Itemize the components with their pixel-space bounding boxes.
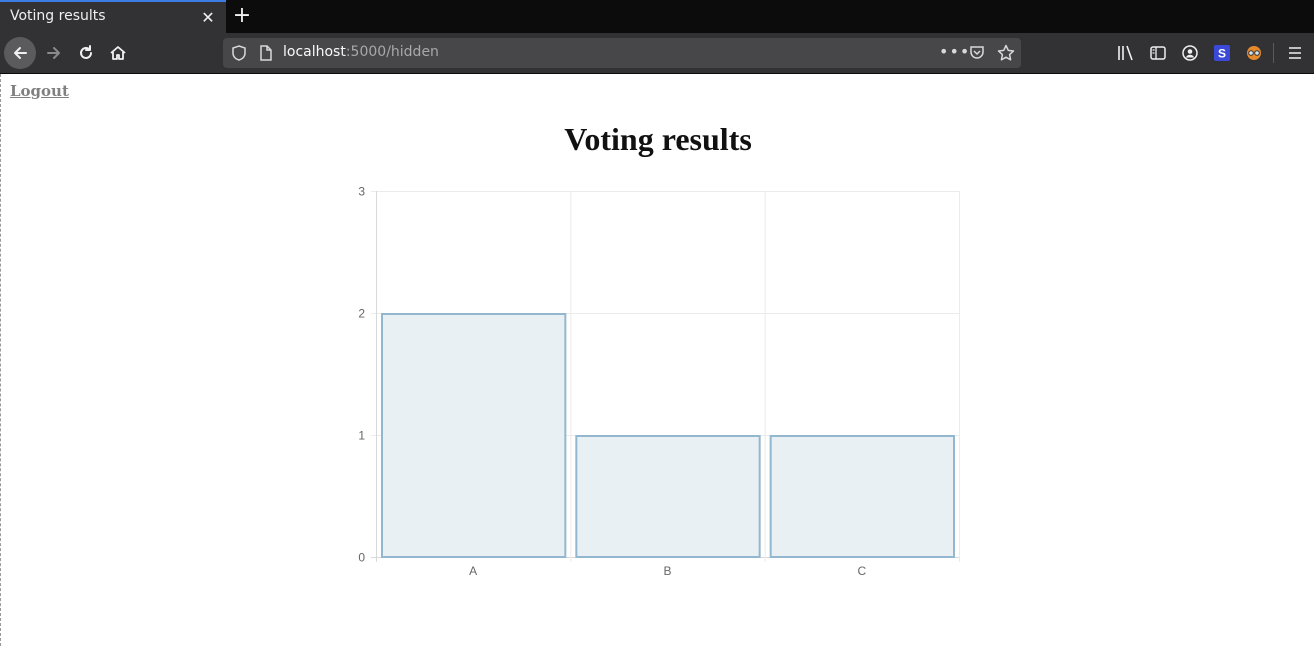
back-button[interactable]: [4, 37, 36, 69]
arrow-left-icon: [14, 47, 27, 59]
nav-bar: localhost:5000/hidden ••• S: [0, 33, 1314, 74]
bar-chart: 0 1 2 3 A B C: [358, 185, 960, 578]
y-tick-label: 2: [358, 307, 365, 321]
x-tick-label: C: [857, 564, 866, 578]
y-tick-label: 0: [358, 551, 365, 565]
bar-a: [381, 313, 567, 558]
y-tick-label: 1: [358, 429, 365, 443]
extension-glasses-icon[interactable]: [1242, 41, 1266, 65]
extension-s-icon[interactable]: S: [1210, 41, 1234, 65]
home-icon: [110, 46, 126, 60]
logout-link[interactable]: Logout: [10, 82, 69, 100]
bar-b: [575, 435, 761, 558]
close-icon[interactable]: ✕: [201, 8, 215, 27]
y-tick-label: 3: [358, 185, 365, 199]
x-tick-label: A: [469, 564, 477, 578]
svg-text:S: S: [1218, 47, 1226, 61]
page-title: Voting results: [564, 121, 752, 157]
x-tick-label: B: [663, 564, 671, 578]
library-icon[interactable]: [1114, 41, 1138, 65]
more-actions-icon[interactable]: •••: [939, 42, 971, 61]
reload-icon: [80, 45, 92, 59]
home-button[interactable]: [102, 37, 134, 69]
url-text: localhost:5000/hidden: [283, 44, 439, 60]
new-tab-button[interactable]: +: [232, 3, 252, 28]
forward-button[interactable]: [38, 37, 70, 69]
tab-voting-results[interactable]: Voting results ✕: [0, 0, 226, 33]
shield-icon: [232, 45, 246, 61]
account-icon[interactable]: [1178, 41, 1202, 65]
sidebar-icon[interactable]: [1146, 41, 1170, 65]
reload-button[interactable]: [70, 37, 102, 69]
url-bar[interactable]: localhost:5000/hidden •••: [223, 38, 1021, 68]
tab-title: Voting results: [10, 8, 106, 24]
bar-c: [769, 435, 955, 558]
pocket-icon[interactable]: [969, 45, 985, 61]
star-icon[interactable]: [997, 44, 1015, 62]
menu-icon[interactable]: [1283, 41, 1307, 65]
toolbar-divider: [1273, 43, 1274, 63]
arrow-right-icon: [47, 47, 60, 59]
tab-bar: Voting results ✕ +: [0, 0, 1314, 33]
page-icon: [260, 45, 272, 61]
page-content: Logout Voting results 0 1 2 3 A B C: [0, 74, 1314, 646]
